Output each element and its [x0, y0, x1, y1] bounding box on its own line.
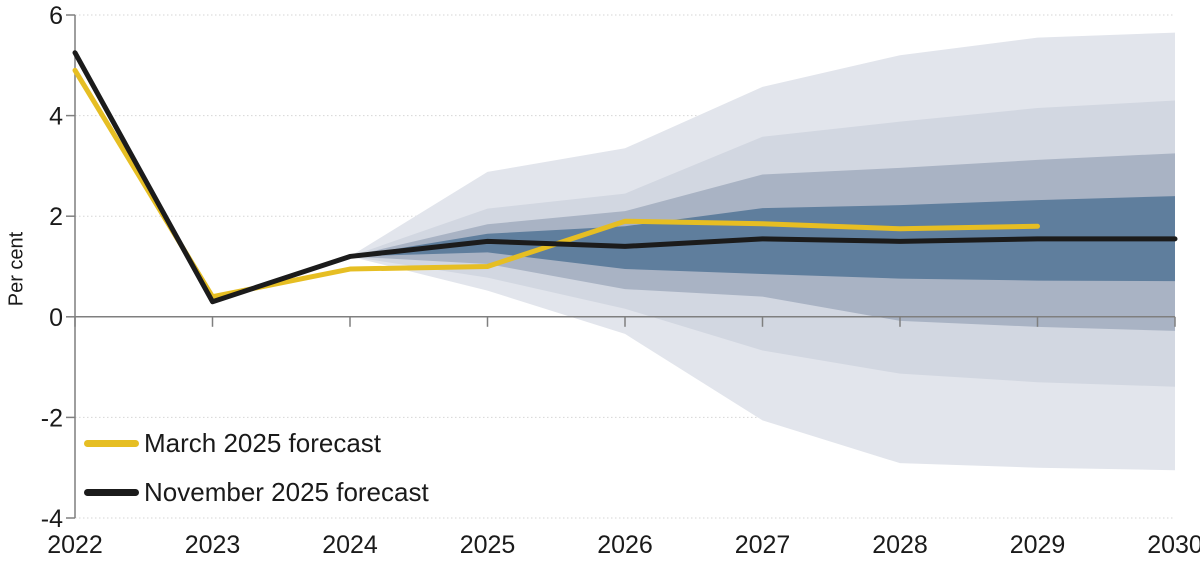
- y-tick-label-0: 0: [49, 304, 63, 332]
- legend-label-november-2025: November 2025 forecast: [144, 476, 429, 507]
- legend-label-march-2025: March 2025 forecast: [144, 427, 382, 458]
- x-tick-label-2024: 2024: [322, 531, 378, 559]
- y-axis-title: Per cent: [5, 231, 28, 307]
- x-tick-label-2025: 2025: [460, 531, 516, 559]
- legend-swatch-march-2025: [84, 439, 139, 447]
- y-tick-label-4: 4: [49, 103, 63, 131]
- november-2025-forecast-line: [72, 50, 1178, 305]
- legend-item-november-2025-forecast: November 2025 forecast: [84, 476, 429, 507]
- x-tick-label-2023: 2023: [185, 531, 241, 559]
- x-tick-label-2022: 2022: [47, 531, 103, 559]
- legend-swatch-november-2025: [84, 488, 139, 496]
- legend: March 2025 forecast November 2025 foreca…: [84, 427, 429, 507]
- legend-item-march-2025-forecast: March 2025 forecast: [84, 427, 429, 458]
- x-tick-label-2030: 2030: [1147, 531, 1200, 559]
- y-tick-label-6: 6: [49, 2, 63, 30]
- x-tick-label-2029: 2029: [1010, 531, 1066, 559]
- x-tick-label-2028: 2028: [872, 531, 928, 559]
- y-tick-label--4: -4: [41, 505, 63, 533]
- x-tick-label-2026: 2026: [597, 531, 653, 559]
- y-tick-label--2: -2: [41, 404, 63, 432]
- x-tick-label-2027: 2027: [735, 531, 791, 559]
- y-tick-label-2: 2: [49, 203, 63, 231]
